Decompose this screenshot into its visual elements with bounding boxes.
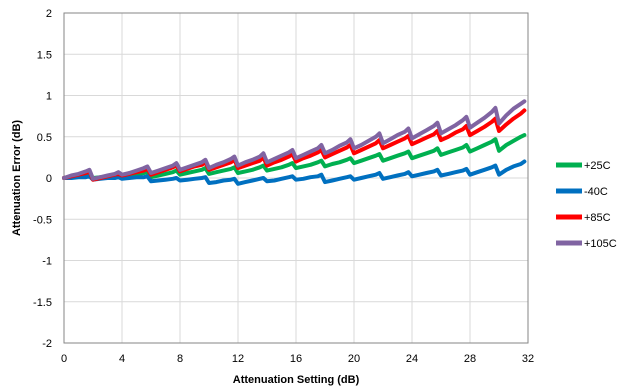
x-tick-label: 12 [232,353,244,365]
series-line-105c [62,99,527,181]
y-tick-label: -1.5 [33,297,52,309]
legend: +25C -40C +85C +105C [556,160,617,250]
legend-label: -40C [584,186,608,198]
y-tick-labels: 2 1.5 1 0.5 0 -0.5 -1 -1.5 -2 [33,8,52,350]
x-tick-label: 4 [119,353,125,365]
y-tick-label: 1 [46,91,52,103]
legend-label: +25C [584,160,611,172]
y-tick-label: 1.5 [37,49,52,61]
legend-label: +105C [584,238,617,250]
series-line-25c [62,133,527,180]
y-axis-title: Attenuation Error (dB) [11,120,23,236]
x-tick-label: 28 [464,353,476,365]
x-axis-title: Attenuation Setting (dB) [233,374,360,386]
y-tick-label: -0.5 [33,214,52,226]
series-line-40c [62,159,527,186]
y-tick-label: 0 [46,173,52,185]
series-lines [62,99,527,186]
x-tick-labels: 0 4 8 12 16 20 24 28 32 [61,353,534,365]
x-tick-label: 16 [290,353,302,365]
x-tick-label: 8 [177,353,183,365]
y-tick-label: 2 [46,8,52,20]
x-tick-label: 32 [522,353,534,365]
legend-label: +85C [584,212,611,224]
y-tick-label: -2 [42,338,52,350]
x-tick-label: 24 [406,353,418,365]
x-tick-label: 20 [348,353,360,365]
y-tick-label: 0.5 [37,132,52,144]
x-tick-label: 0 [61,353,67,365]
y-tick-label: -1 [42,256,52,268]
